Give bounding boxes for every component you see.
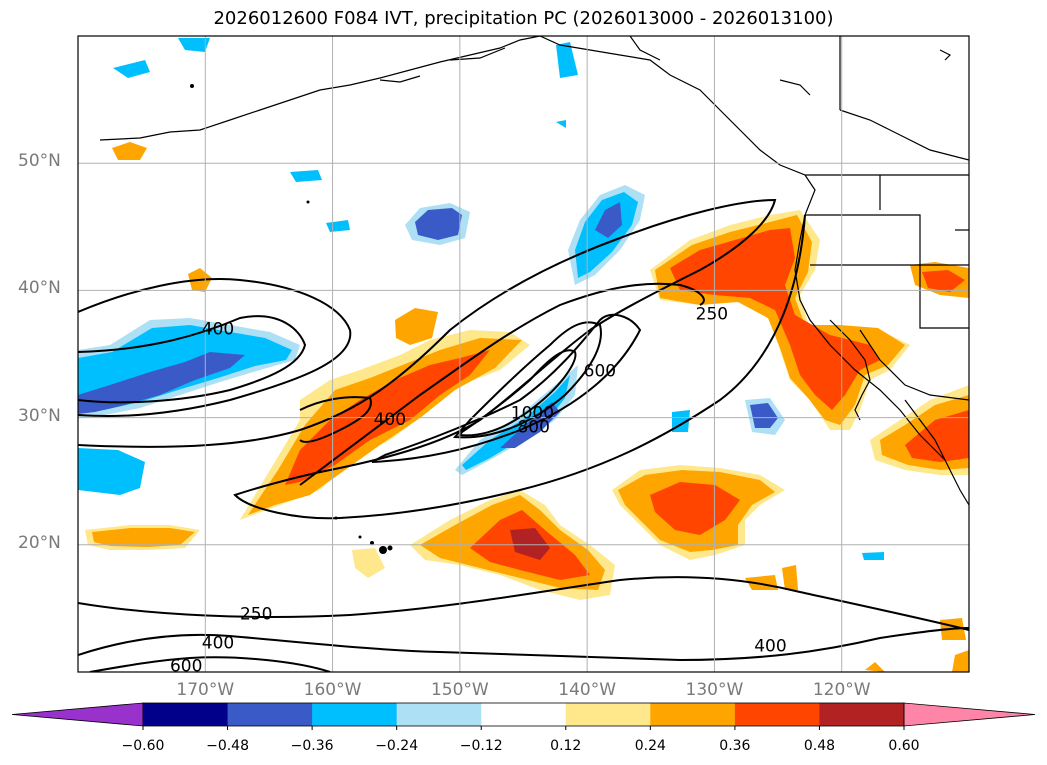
colorbar-tick-label: −0.60 [121,738,165,754]
latitude-label: 40°N [18,278,61,299]
graticule [78,36,969,672]
colorbar-extend-high [903,702,1036,727]
colorbar-tick-label: 0.36 [719,738,751,754]
precip-positive-shading [85,142,969,672]
contour-label: 250 [240,604,272,624]
colorbar-segment [819,703,905,726]
contour-label: 600 [170,657,202,677]
latitude-label: 30°N [18,405,61,426]
colorbar-outline [142,702,905,727]
colorbar-tick-label: 0.24 [634,738,666,754]
longitude-label: 120°W [812,680,871,700]
colorbar-tick-label: −0.36 [290,738,334,754]
longitude-label: 140°W [558,680,617,700]
colorbar-tick-label: 0.60 [888,738,920,754]
islands [190,84,393,554]
contour-label: 400 [202,634,234,654]
contour-label: 400 [374,410,406,430]
ivt-contours [78,198,969,672]
colorbar-segment [396,703,482,726]
colorbar-tick-label: −0.48 [206,738,249,754]
colorbar-tick-label: 0.48 [803,738,836,754]
longitude-label: 130°W [685,680,744,700]
contour-label: 400 [754,636,786,656]
contour-label: 400 [202,320,234,340]
longitude-label: 150°W [430,680,489,700]
colorbar-tick-label: −0.12 [459,738,503,754]
contour-label: 250 [696,304,728,324]
contour-label: 600 [584,362,616,382]
colorbar-tick-label: −0.24 [375,738,419,754]
colorbar-segment [227,703,313,726]
colorbar-segment [734,703,820,726]
colorbar-segment [650,703,736,726]
latitude-label: 20°N [18,532,61,553]
colorbar-tick-label: 0.12 [550,738,582,754]
map-title: 2026012600 F084 IVT, precipitation PC (2… [213,8,834,29]
colorbar-extend-low [11,702,144,727]
colorbar-segment [481,703,567,726]
contour-label: 800 [517,418,549,438]
colorbar-segment [565,703,651,726]
colorbar-segment [143,703,229,726]
latitude-label: 50°N [18,151,61,172]
contour-label: 1000 [511,404,554,424]
longitude-label: 170°W [176,680,235,700]
longitude-label: 160°W [303,680,362,700]
colorbar-segment [312,703,398,726]
map-frame [77,35,970,673]
colorbar [11,702,1036,730]
